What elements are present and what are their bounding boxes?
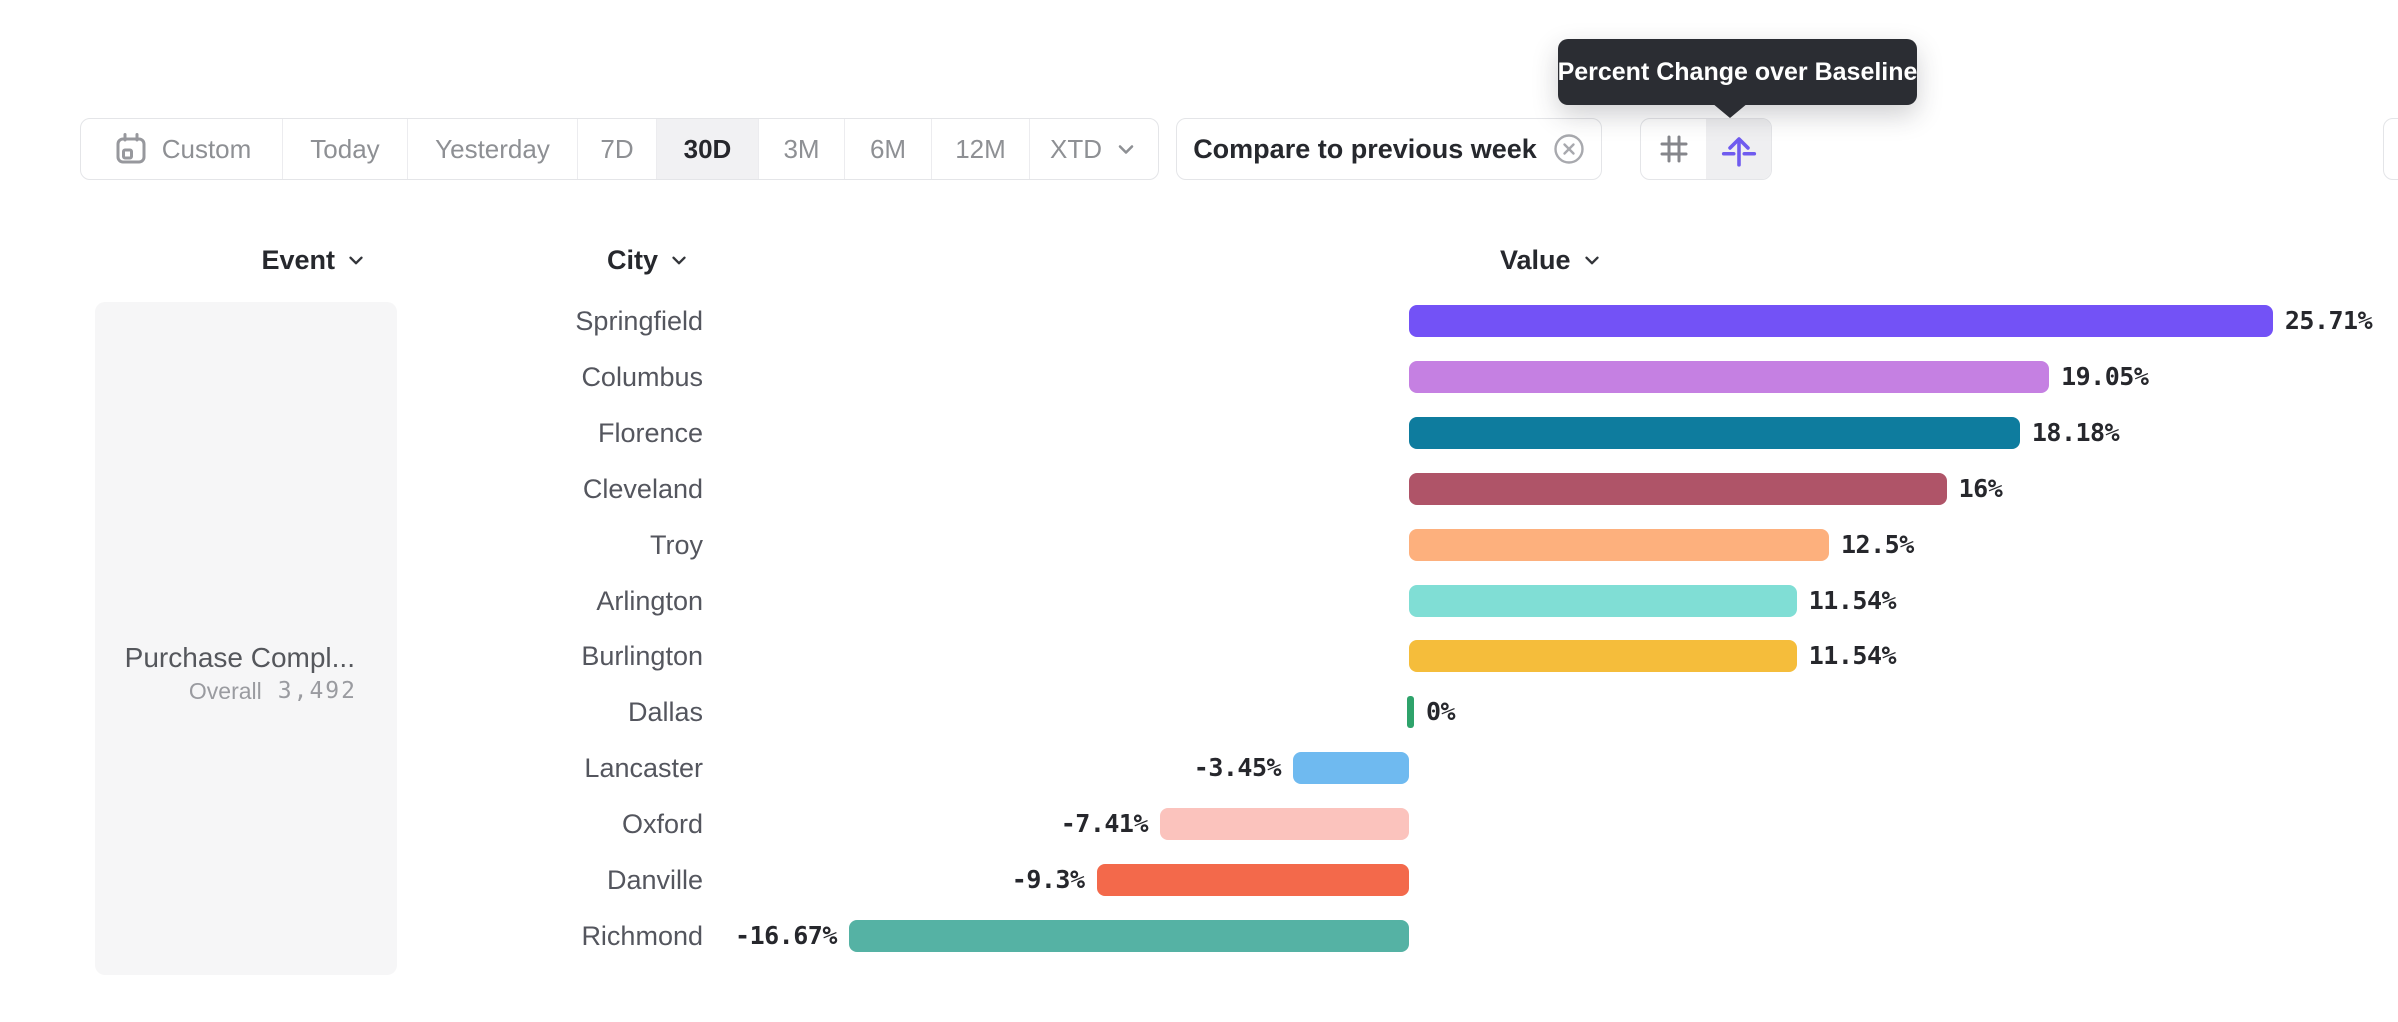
- column-header-city[interactable]: City: [0, 240, 690, 280]
- bar-lancaster[interactable]: [1293, 752, 1409, 785]
- city-label: Burlington: [581, 641, 703, 672]
- date-range-12m-button[interactable]: 12M: [932, 119, 1030, 179]
- event-measure: Overall 3,492: [189, 673, 357, 709]
- value-label: -9.3%: [1011, 865, 1085, 894]
- date-range-control: Custom Today Yesterday 7D 30D 3M 6M 12M …: [80, 118, 1159, 180]
- column-header-event[interactable]: Event: [0, 240, 367, 280]
- value-label: 18.18%: [2031, 417, 2120, 447]
- value-label: -7.41%: [1060, 809, 1149, 839]
- value-label: 19.05%: [2061, 361, 2149, 391]
- column-header-label: Value: [1500, 244, 1571, 275]
- date-range-label: 7D: [600, 133, 634, 164]
- city-label: Cleveland: [582, 473, 703, 504]
- date-range-label: 6M: [869, 133, 907, 164]
- compare-label: Compare to previous week: [1193, 133, 1537, 164]
- bar-florence[interactable]: [1409, 416, 2020, 449]
- bar-oxford[interactable]: [1160, 808, 1409, 841]
- value-label: -16.67%: [735, 920, 837, 950]
- date-range-custom-button[interactable]: Custom: [81, 119, 283, 179]
- value-label: 16%: [1958, 473, 2003, 503]
- tooltip: Percent Change over Baseline: [1558, 39, 1917, 105]
- date-range-30d-button[interactable]: 30D: [657, 119, 759, 179]
- date-range-xtd-button[interactable]: XTD: [1030, 119, 1158, 179]
- absolute-values-button[interactable]: [1641, 119, 1706, 179]
- close-circle-icon[interactable]: [1553, 133, 1585, 165]
- event-name: Purchase Compl...: [124, 642, 355, 673]
- date-range-label: Yesterday: [435, 133, 550, 164]
- column-header-label: City: [606, 244, 658, 275]
- tooltip-caret-icon: [1712, 103, 1748, 118]
- date-range-today-button[interactable]: Today: [283, 119, 408, 179]
- hash-icon: [1656, 131, 1692, 167]
- chevron-down-icon: [1114, 137, 1138, 161]
- chevron-down-icon: [345, 249, 367, 271]
- clipped-right-button[interactable]: [2383, 118, 2398, 180]
- date-range-label: Today: [310, 133, 380, 164]
- date-range-label: Custom: [161, 133, 252, 164]
- bar-dallas[interactable]: [1407, 696, 1414, 729]
- bar-springfield[interactable]: [1409, 305, 2273, 337]
- value-label: 0%: [1426, 697, 1456, 727]
- date-range-label: 12M: [955, 133, 1006, 164]
- value-label: -3.45%: [1193, 753, 1282, 783]
- city-label: Oxford: [621, 809, 703, 840]
- value-label: 11.54%: [1808, 641, 1897, 671]
- event-measure-label: Overall: [188, 678, 262, 704]
- city-label: Arlington: [596, 585, 703, 616]
- bar-richmond[interactable]: [848, 919, 1409, 952]
- date-range-6m-button[interactable]: 6M: [845, 119, 932, 179]
- tooltip-text: Percent Change over Baseline: [1557, 57, 1918, 86]
- date-range-7d-button[interactable]: 7D: [578, 119, 657, 179]
- city-label: Columbus: [581, 361, 703, 392]
- chevron-down-icon: [668, 249, 690, 271]
- bar-danville[interactable]: [1096, 864, 1409, 896]
- percent-change-over-baseline-button[interactable]: [1706, 119, 1771, 179]
- event-panel[interactable]: Purchase Compl... Overall 3,492: [95, 302, 397, 975]
- city-label: Springfield: [575, 306, 703, 336]
- calendar-icon: [112, 130, 150, 168]
- bar-arlington[interactable]: [1409, 584, 1797, 617]
- date-range-label: 30D: [683, 133, 732, 164]
- value-label: 11.54%: [1808, 585, 1897, 615]
- date-range-3m-button[interactable]: 3M: [759, 119, 845, 179]
- value-label: 12.5%: [1841, 529, 1914, 559]
- city-label: Danville: [606, 865, 703, 895]
- city-label: Dallas: [627, 697, 703, 728]
- city-label: Troy: [650, 529, 703, 560]
- city-label: Lancaster: [584, 753, 703, 784]
- compare-button[interactable]: Compare to previous week: [1176, 118, 1602, 180]
- bar-troy[interactable]: [1409, 528, 1829, 561]
- date-range-yesterday-button[interactable]: Yesterday: [408, 119, 578, 179]
- column-header-label: Event: [261, 244, 335, 275]
- value-display-toggle: [1640, 118, 1772, 180]
- column-header-value[interactable]: Value: [1500, 240, 1603, 280]
- city-label: Florence: [597, 417, 703, 448]
- city-label: Richmond: [581, 920, 703, 951]
- date-range-label: 3M: [783, 133, 820, 164]
- bar-columbus[interactable]: [1409, 360, 2050, 393]
- date-range-label: XTD: [1050, 133, 1102, 164]
- value-label: 25.71%: [2284, 306, 2373, 335]
- bar-burlington[interactable]: [1409, 640, 1797, 673]
- bar-cleveland[interactable]: [1409, 472, 1947, 505]
- chevron-down-icon: [1581, 249, 1603, 271]
- event-measure-value: 3,492: [277, 678, 357, 704]
- baseline-arrow-icon: [1720, 130, 1758, 168]
